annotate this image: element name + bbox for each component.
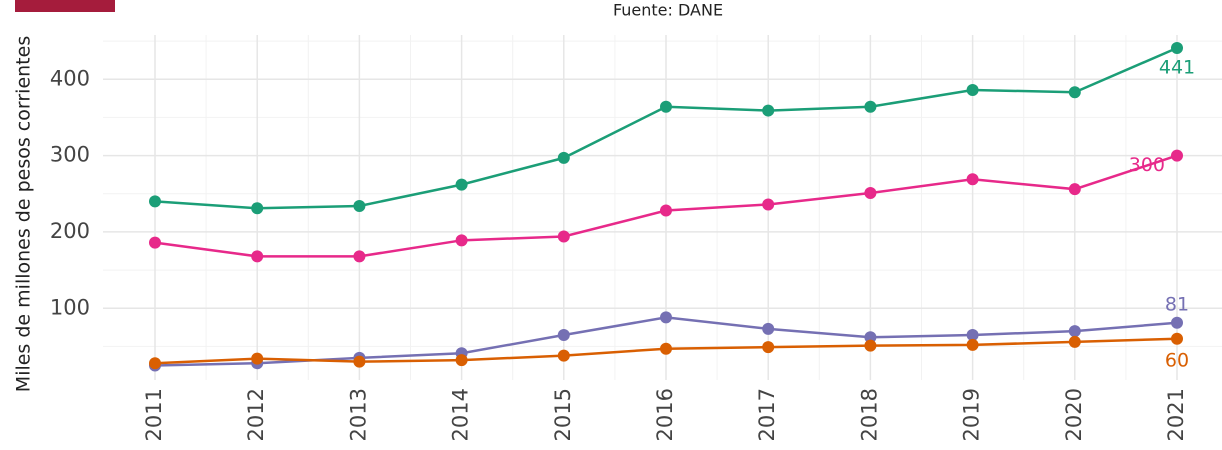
x-tick-label: 2012 bbox=[244, 388, 268, 441]
x-tick-label: 2016 bbox=[653, 388, 677, 441]
x-tick-label: 2017 bbox=[755, 388, 779, 441]
data-label: 300 bbox=[1129, 154, 1165, 176]
point bbox=[557, 328, 570, 341]
point bbox=[251, 202, 264, 215]
x-tick-label: 2015 bbox=[551, 388, 575, 441]
point bbox=[1068, 335, 1081, 348]
point bbox=[762, 322, 775, 335]
point bbox=[660, 100, 672, 113]
point bbox=[864, 186, 877, 199]
point bbox=[966, 173, 979, 186]
point bbox=[455, 178, 468, 191]
point bbox=[966, 328, 979, 341]
data-label: 60 bbox=[1165, 349, 1189, 371]
point bbox=[864, 339, 877, 352]
point bbox=[660, 204, 672, 217]
point bbox=[762, 198, 775, 211]
point bbox=[353, 199, 366, 212]
y-axis-label: Miles de millones de pesos corrientes bbox=[13, 36, 35, 392]
point bbox=[251, 250, 264, 263]
point bbox=[557, 230, 570, 243]
logo-bar bbox=[15, 0, 115, 12]
point bbox=[762, 104, 775, 117]
point bbox=[1171, 41, 1183, 54]
point bbox=[557, 151, 570, 164]
point bbox=[1068, 86, 1081, 99]
point bbox=[455, 234, 468, 247]
y-tick-label: 100 bbox=[50, 295, 90, 319]
y-tick-label: 200 bbox=[50, 219, 90, 243]
point bbox=[864, 331, 877, 344]
data-label: 81 bbox=[1165, 293, 1189, 315]
y-tick-label: 400 bbox=[50, 66, 90, 90]
x-tick-label: 2018 bbox=[857, 388, 881, 441]
point bbox=[353, 250, 366, 263]
point bbox=[660, 311, 672, 324]
point bbox=[966, 83, 979, 96]
x-tick-label: 2014 bbox=[449, 388, 473, 441]
point bbox=[557, 349, 570, 362]
point bbox=[353, 355, 366, 368]
point bbox=[149, 357, 161, 370]
data-label: 441 bbox=[1159, 56, 1195, 78]
point bbox=[1171, 316, 1183, 329]
y-tick-label: 300 bbox=[50, 143, 90, 167]
point bbox=[966, 338, 979, 351]
x-tick-label: 2020 bbox=[1062, 388, 1086, 441]
point bbox=[1171, 149, 1183, 162]
point bbox=[1171, 332, 1183, 345]
point bbox=[1068, 183, 1081, 196]
point bbox=[149, 195, 161, 208]
point bbox=[864, 100, 877, 113]
point bbox=[1068, 325, 1081, 338]
point bbox=[149, 236, 161, 249]
x-tick-label: 2013 bbox=[346, 388, 370, 441]
point bbox=[762, 341, 775, 354]
x-tick-label: 2021 bbox=[1164, 388, 1188, 441]
chart-subtitle: Fuente: DANE bbox=[613, 1, 723, 20]
x-tick-label: 2019 bbox=[960, 388, 984, 441]
point bbox=[660, 342, 672, 355]
point bbox=[251, 352, 264, 365]
x-tick-label: 2011 bbox=[142, 388, 166, 441]
point bbox=[455, 354, 468, 367]
